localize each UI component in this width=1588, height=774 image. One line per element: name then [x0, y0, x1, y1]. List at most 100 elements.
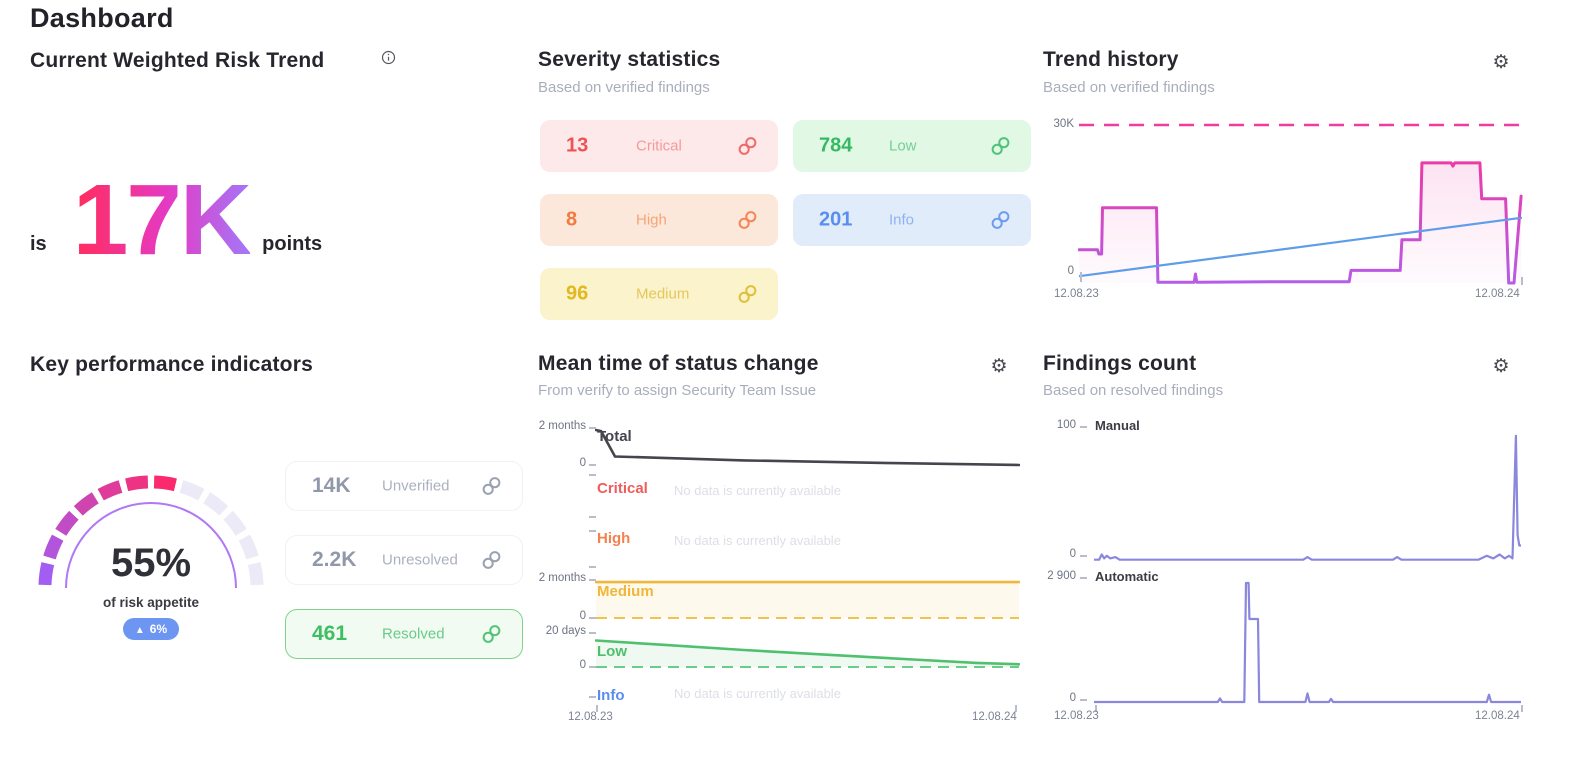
- tick: [1080, 555, 1087, 557]
- mt-medium-chart: [595, 580, 1020, 619]
- severity-label: Critical: [636, 137, 682, 155]
- mt-date-start: 12.08.23: [568, 711, 613, 723]
- tick: [1521, 277, 1523, 285]
- kpi-card-resolved[interactable]: 461 Resolved: [285, 609, 523, 659]
- mt-nodata-critical: No data is currently available: [674, 483, 841, 498]
- tick: [1521, 705, 1523, 712]
- link-icon[interactable]: [481, 624, 502, 645]
- kpi-count: 2.2K: [312, 548, 357, 571]
- link-icon[interactable]: [990, 210, 1011, 231]
- mt-series-label-low: Low: [597, 643, 627, 660]
- tick: [589, 566, 596, 568]
- gauge-caption: of risk appetite: [102, 595, 200, 610]
- page-title: Dashboard: [30, 3, 174, 33]
- stat-suffix: points: [262, 233, 323, 255]
- severity-label: Low: [889, 137, 917, 155]
- tick: [589, 579, 596, 581]
- trend-yzero-label: 0: [1067, 265, 1074, 277]
- automatic-ymax: 2 900: [1047, 570, 1076, 582]
- link-icon[interactable]: [481, 550, 502, 571]
- severity-card-low[interactable]: 784 Low: [793, 120, 1031, 172]
- findings-date-end: 12.08.24: [1475, 710, 1520, 722]
- arrow-up-icon: [135, 622, 145, 636]
- mt-medium-ymax: 2 months: [538, 572, 586, 584]
- info-icon[interactable]: [381, 50, 396, 70]
- severity-subtitle: Based on verified findings: [538, 79, 710, 96]
- tick: [1080, 577, 1087, 579]
- severity-label: High: [636, 211, 667, 229]
- tick: [589, 696, 596, 698]
- kpi-card-unverified[interactable]: 14K Unverified: [285, 461, 523, 511]
- tick: [589, 530, 596, 532]
- stat-prefix: is: [30, 233, 47, 255]
- tick: [589, 474, 596, 476]
- risk-trend-title: Current Weighted Risk Trend: [30, 49, 325, 72]
- mt-medium-zero: 0: [579, 610, 586, 622]
- link-icon[interactable]: [481, 476, 502, 497]
- severity-count: 13: [566, 134, 589, 157]
- severity-title: Severity statistics: [538, 48, 721, 71]
- gear-icon[interactable]: [1490, 52, 1512, 74]
- mt-series-label-critical: Critical: [597, 480, 648, 497]
- tick: [596, 705, 598, 712]
- link-icon[interactable]: [737, 210, 758, 231]
- severity-card-high[interactable]: 8 High: [540, 194, 778, 246]
- findings-automatic-chart: [1094, 581, 1521, 704]
- mt-low-ymax: 20 days: [545, 625, 586, 637]
- severity-card-info[interactable]: 201 Info: [793, 194, 1031, 246]
- gauge-delta-value: 6%: [149, 622, 168, 636]
- trend-date-start: 12.08.23: [1054, 288, 1099, 300]
- mean-time-title: Mean time of status change: [538, 352, 819, 375]
- mt-nodata-info: No data is currently available: [674, 686, 841, 701]
- severity-card-critical[interactable]: 13 Critical: [540, 120, 778, 172]
- manual-zero: 0: [1069, 548, 1076, 560]
- risk-trend-stat: is 17K points: [30, 158, 323, 276]
- tick: [589, 464, 596, 466]
- manual-series-label: Manual: [1095, 418, 1140, 433]
- mt-total-zero: 0: [579, 457, 586, 469]
- gear-icon[interactable]: [988, 356, 1010, 378]
- severity-count: 8: [566, 208, 578, 231]
- mt-nodata-high: No data is currently available: [674, 533, 841, 548]
- tick: [1015, 705, 1017, 712]
- kpi-title: Key performance indicators: [30, 353, 313, 376]
- kpi-card-unresolved[interactable]: 2.2K Unresolved: [285, 535, 523, 585]
- severity-count: 784: [819, 134, 853, 157]
- tick: [589, 427, 596, 429]
- tick: [1080, 699, 1087, 701]
- tick: [589, 632, 596, 634]
- tick: [1080, 426, 1087, 428]
- mt-series-label-high: High: [597, 530, 631, 547]
- link-icon[interactable]: [990, 136, 1011, 157]
- mean-time-subtitle: From verify to assign Security Team Issu…: [538, 382, 817, 399]
- automatic-zero: 0: [1069, 692, 1076, 704]
- risk-appetite-gauge: [38, 475, 264, 589]
- tick: [589, 516, 596, 518]
- stat-value: 17K: [72, 164, 252, 276]
- mt-total-ymax: 2 months: [538, 420, 586, 432]
- tick: [589, 617, 596, 619]
- mt-low-zero: 0: [579, 659, 586, 671]
- link-icon[interactable]: [737, 136, 758, 157]
- gauge-delta-badge: 6%: [122, 618, 180, 640]
- trend-date-end: 12.08.24: [1475, 288, 1520, 300]
- trend-ymax-label: 30K: [1053, 118, 1074, 130]
- findings-date-start: 12.08.23: [1054, 710, 1099, 722]
- kpi-label: Unverified: [382, 477, 450, 495]
- mt-series-label-info: Info: [597, 687, 625, 704]
- gauge-delta-badge-wrap: 6%: [36, 618, 266, 640]
- findings-subtitle: Based on resolved findings: [1043, 382, 1224, 399]
- mt-series-label-medium: Medium: [597, 583, 654, 600]
- automatic-series-label: Automatic: [1095, 569, 1159, 584]
- tick: [1095, 705, 1097, 712]
- severity-label: Info: [889, 211, 915, 229]
- kpi-label: Unresolved: [382, 551, 458, 569]
- gear-icon[interactable]: [1490, 356, 1512, 378]
- tick: [589, 666, 596, 668]
- link-icon[interactable]: [737, 284, 758, 305]
- mt-date-end: 12.08.24: [972, 711, 1017, 723]
- trend-history-chart: [1078, 123, 1523, 285]
- severity-card-medium[interactable]: 96 Medium: [540, 268, 778, 320]
- mt-total-chart: [595, 428, 1020, 467]
